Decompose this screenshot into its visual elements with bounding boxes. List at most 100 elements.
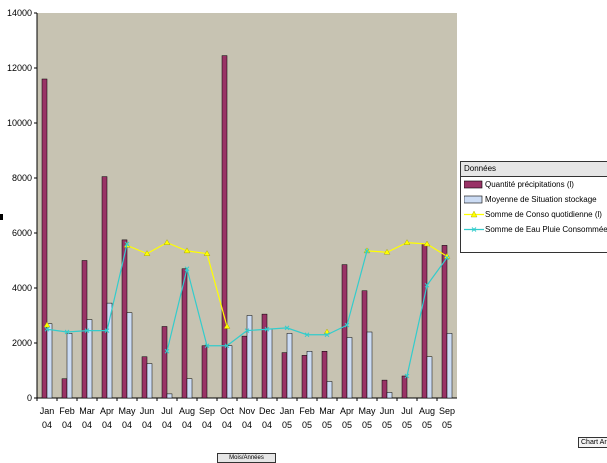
x-tick-label-month: Jan — [280, 406, 295, 416]
point-eau-pluie — [244, 328, 250, 333]
point-conso — [223, 323, 231, 329]
legend-item: Somme de Eau Pluie Consommée — [461, 222, 607, 237]
point-eau-pluie — [344, 322, 350, 328]
point-eau-pluie — [404, 373, 410, 379]
bar-precipitations — [281, 352, 288, 399]
axis-marker — [0, 214, 3, 220]
point-conso — [403, 239, 411, 245]
bar-precipitations — [301, 355, 308, 399]
point-eau-pluie — [204, 343, 210, 349]
x-tick-label-month: Jul — [401, 406, 413, 416]
bar-precipitations — [261, 313, 268, 399]
x-tick-label-year: 04 — [122, 420, 132, 430]
x-tick-label-year: 04 — [62, 420, 72, 430]
x-tick-label-month: Sep — [199, 406, 215, 416]
bar-precipitations — [341, 264, 348, 399]
x-tick-label-month: May — [358, 406, 376, 416]
x-tick-label-month: Mar — [79, 406, 95, 416]
legend-swatch — [464, 195, 483, 204]
bar-stockage — [46, 323, 53, 399]
x-tick-label-year: 04 — [102, 420, 112, 430]
x-tick-label-year: 04 — [262, 420, 272, 430]
x-tick-label-year: 04 — [202, 420, 212, 430]
x-tick-label-year: 05 — [282, 420, 292, 430]
legend-item: Somme de Conso quotidienne (l) — [461, 207, 607, 222]
field-button-mois-annees[interactable]: Mois/Années — [217, 453, 276, 463]
legend-swatch — [464, 210, 484, 218]
point-eau-pluie — [424, 282, 430, 288]
bar-precipitations — [321, 351, 328, 399]
point-eau-pluie — [444, 255, 450, 261]
bar-stockage — [86, 319, 93, 399]
bar-precipitations — [361, 290, 368, 399]
point-eau-pluie — [324, 332, 330, 338]
legend-title: Données — [461, 162, 607, 177]
point-eau-pluie — [364, 248, 370, 254]
bar-stockage — [106, 302, 113, 399]
bar-stockage — [146, 363, 153, 399]
x-tick-label-month: Aug — [179, 406, 195, 416]
y-tick-label: 8000 — [12, 173, 32, 183]
y-tick-label: 2000 — [12, 338, 32, 348]
x-tick-label-month: Apr — [100, 406, 114, 416]
point-eau-pluie — [164, 348, 170, 354]
point-conso — [43, 321, 51, 328]
bar-precipitations — [141, 356, 148, 399]
legend-label: Quantité précipitations (l) — [485, 180, 574, 189]
bar-stockage — [66, 333, 73, 399]
x-tick-label-year: 05 — [382, 420, 392, 430]
bar-stockage — [346, 337, 353, 399]
x-tick-label-year: 04 — [242, 420, 252, 430]
axes: 0 2000 4000 6000 8000 10000 12000 14000 Jan 04 Feb… — [7, 8, 457, 430]
point-conso — [423, 240, 431, 247]
legend-item: Moyenne de Situation stockage — [461, 192, 607, 207]
bar-precipitations — [161, 326, 168, 399]
x-tick-label-year: 05 — [402, 420, 412, 430]
lines — [43, 239, 451, 379]
point-eau-pluie — [284, 325, 290, 331]
legend-label: Somme de Conso quotidienne (l) — [485, 210, 602, 219]
point-eau-pluie — [304, 332, 310, 338]
bar-stockage — [306, 351, 313, 399]
point-conso — [183, 247, 191, 254]
x-tick-label-month: Mar — [319, 406, 335, 416]
x-tick-label-month: Jun — [380, 406, 395, 416]
x-tick-label-year: 05 — [322, 420, 332, 430]
bar-stockage — [166, 393, 173, 399]
point-eau-pluie — [84, 328, 90, 333]
x-tick-label-month: Sep — [439, 406, 455, 416]
point-conso — [143, 250, 151, 256]
bar-precipitations — [101, 176, 108, 399]
legend-item: Quantité précipitations (l) — [461, 177, 607, 192]
legend-label: Somme de Eau Pluie Consommée — [485, 225, 607, 234]
bar-stockage — [286, 333, 293, 399]
point-eau-pluie — [184, 266, 190, 272]
y-tick-label: 14000 — [7, 8, 32, 18]
point-eau-pluie — [224, 343, 230, 349]
x-tick-label-month: Feb — [59, 406, 75, 416]
x-tick-label-year: 04 — [42, 420, 52, 430]
y-tick-label: 0 — [27, 393, 32, 403]
y-tick-label: 12000 — [7, 63, 32, 73]
bar-precipitations — [61, 378, 68, 399]
bar-stockage — [266, 329, 273, 399]
legend[interactable]: Données Quantité précipitations (l) Moyen… — [460, 161, 607, 253]
x-tick-label-year: 05 — [442, 420, 452, 430]
x-tick-label-year: 04 — [162, 420, 172, 430]
point-conso — [163, 239, 171, 245]
point-eau-pluie — [64, 329, 70, 335]
bar-precipitations — [381, 379, 388, 399]
x-tick-label-month: Jan — [40, 406, 55, 416]
chart-area-button[interactable]: Chart Ar — [578, 437, 607, 448]
bar-stockage — [426, 356, 433, 399]
x-tick-label-year: 04 — [82, 420, 92, 430]
legend-label: Moyenne de Situation stockage — [485, 195, 597, 204]
x-tick-label-year: 05 — [342, 420, 352, 430]
x-tick-label-month: Oct — [220, 406, 235, 416]
x-tick-label-year: 05 — [302, 420, 312, 430]
point-eau-pluie — [264, 326, 270, 332]
legend-swatch — [464, 180, 483, 189]
bar-stockage — [326, 381, 333, 399]
bar-precipitations — [421, 243, 428, 399]
bar-stockage — [226, 345, 233, 399]
